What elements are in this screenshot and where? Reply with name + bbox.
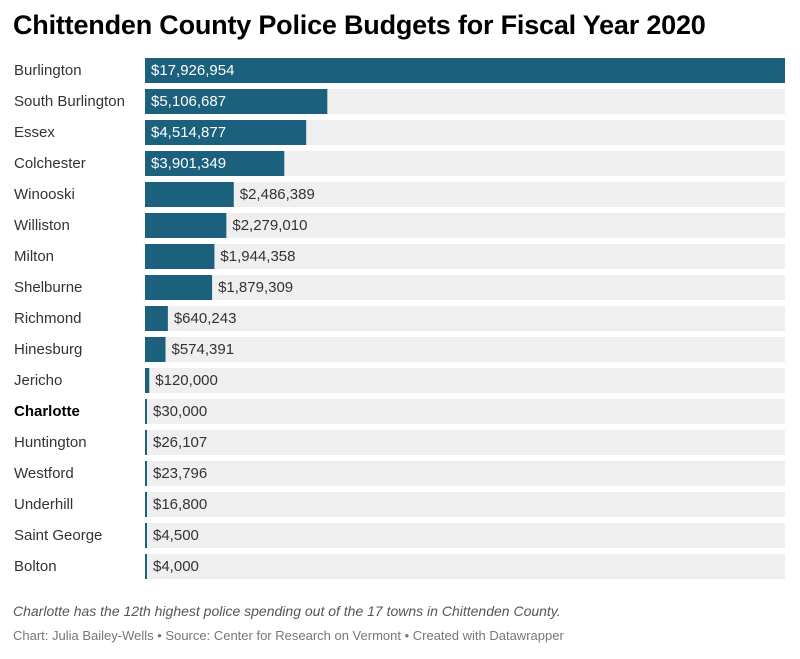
bar-row: Milton $1,944,358 [14,244,785,269]
bar-track [145,399,785,424]
value-label: $2,486,389 [240,186,315,203]
bar-row: Huntington $26,107 [14,430,785,455]
bar [145,182,234,207]
bar-track [145,461,785,486]
bar-track [145,275,785,300]
bar-track [145,368,785,393]
value-label: $4,500 [153,527,199,544]
value-label: $5,106,687 [151,93,226,110]
category-label: Hinesburg [14,341,82,358]
value-label: $574,391 [172,341,235,358]
value-label: $2,279,010 [232,217,307,234]
chart-credits: Chart: Julia Bailey-Wells • Source: Cent… [13,628,564,643]
bar [145,399,147,424]
bar [145,306,168,331]
value-label: $17,926,954 [151,62,234,79]
value-label: $16,800 [153,496,207,513]
chart-title: Chittenden County Police Budgets for Fis… [13,10,706,40]
bar-row: Hinesburg $574,391 [14,337,785,362]
bar-row: Williston $2,279,010 [14,213,785,238]
value-label: $3,901,349 [151,155,226,172]
bar-row: Colchester $3,901,349 [14,151,785,176]
category-label: Bolton [14,558,57,575]
bar-row: Richmond $640,243 [14,306,785,331]
bar-row: Westford $23,796 [14,461,785,486]
bar-row: Jericho $120,000 [14,368,785,393]
category-label: Colchester [14,155,86,172]
value-label: $30,000 [153,403,207,420]
value-label: $1,944,358 [220,248,295,265]
bar-track [145,244,785,269]
bar-track [145,337,785,362]
value-label: $640,243 [174,310,237,327]
category-label: Charlotte [14,403,80,420]
bar [145,430,147,455]
bar-track [145,306,785,331]
bar [145,554,147,579]
category-label: Underhill [14,496,73,513]
value-label: $4,514,877 [151,124,226,141]
category-label: Saint George [14,527,102,544]
bar [145,523,147,548]
category-label: Huntington [14,434,87,451]
bar-row: Saint George $4,500 [14,523,785,548]
bar-track [145,213,785,238]
category-label: Richmond [14,310,82,327]
bar-track [145,430,785,455]
bar-track [145,554,785,579]
bar [145,244,215,269]
bar [145,492,147,517]
value-label: $120,000 [155,372,218,389]
bar [145,337,166,362]
bar [145,368,150,393]
bar [145,461,147,486]
category-label: Westford [14,465,74,482]
bar-row: Essex $4,514,877 [14,120,785,145]
bar-row: Shelburne $1,879,309 [14,275,785,300]
category-label: Shelburne [14,279,82,296]
category-label: Jericho [14,372,62,389]
chart-note: Charlotte has the 12th highest police sp… [13,603,561,619]
bar-row: Bolton $4,000 [14,554,785,579]
bar-row: Winooski $2,486,389 [14,182,785,207]
bar-row: South Burlington $5,106,687 [14,89,785,114]
value-label: $26,107 [153,434,207,451]
bar-track [145,182,785,207]
bar [145,275,213,300]
bar [145,58,785,83]
category-label: Williston [14,217,70,234]
bar-row: Burlington $17,926,954 [14,58,785,83]
bar-track [145,492,785,517]
value-label: $4,000 [153,558,199,575]
category-label: Burlington [14,62,82,79]
value-label: $23,796 [153,465,207,482]
bar [145,120,307,145]
category-label: Winooski [14,186,75,203]
bar-chart: Burlington $17,926,954 South Burlington $5,… [14,58,785,579]
bar [145,213,227,238]
bar-row: Charlotte $30,000 [14,399,785,424]
bar [145,151,285,176]
bar-track [145,523,785,548]
category-label: Essex [14,124,55,141]
category-label: Milton [14,248,54,265]
value-label: $1,879,309 [218,279,293,296]
category-label: South Burlington [14,93,125,110]
bar [145,89,328,114]
bar-row: Underhill $16,800 [14,492,785,517]
